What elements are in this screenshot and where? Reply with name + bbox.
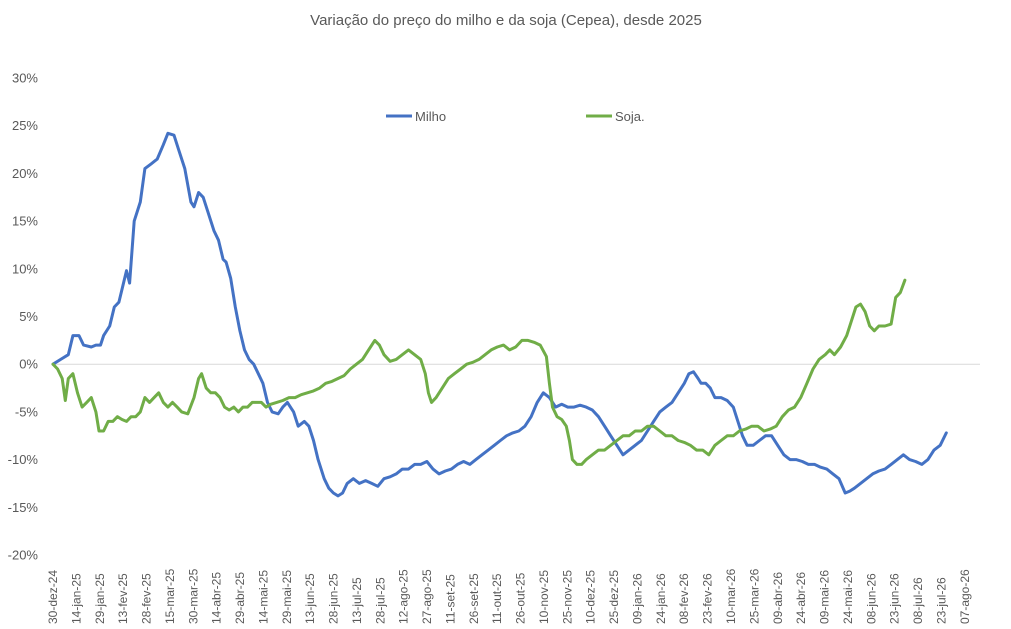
x-tick-label: 24-jan-26	[654, 573, 668, 624]
x-tick-label: 26-out-25	[514, 572, 528, 624]
series-line-soja	[51, 278, 907, 466]
legend-label-soja: Soja.	[615, 109, 645, 124]
x-tick-label: 10-nov-25	[537, 570, 551, 624]
y-tick-label: -5%	[15, 404, 39, 419]
y-tick-label: 25%	[12, 118, 38, 133]
y-axis: 30% 25% 20% 15% 10% 5% 0% -5% -10% -15% -20%	[8, 71, 39, 563]
x-tick-label: 12-ago-25	[397, 569, 411, 624]
x-tick-label: 11-set-25	[443, 574, 457, 624]
x-tick-label: 15-mar-25	[163, 568, 177, 624]
x-tick-label: 13-jun-25	[303, 573, 317, 624]
legend: Milho Soja.	[386, 109, 645, 124]
y-tick-label: 0%	[19, 357, 38, 372]
x-tick-label: 09-jan-26	[630, 573, 644, 624]
x-tick-label: 29-mai-25	[280, 570, 294, 624]
x-tick-label: 10-dez-25	[584, 570, 598, 624]
x-tick-label: 24-abr-26	[794, 572, 808, 624]
x-tick-label: 25-dez-25	[607, 570, 621, 624]
x-tick-label: 30-dez-24	[46, 570, 60, 624]
x-tick-label: 24-mai-26	[841, 570, 855, 624]
x-tick-label: 08-jun-26	[864, 573, 878, 624]
y-tick-label: 30%	[12, 71, 38, 86]
x-tick-label: 29-jan-25	[93, 573, 107, 624]
x-tick-label: 28-fev-25	[140, 573, 154, 624]
x-tick-label: 13-fev-25	[116, 573, 130, 624]
legend-label-milho: Milho	[415, 109, 446, 124]
series-line-milho	[51, 131, 948, 498]
x-tick-label: 26-set-25	[467, 573, 481, 624]
y-tick-label: 10%	[12, 261, 38, 276]
x-tick-label: 23-jul-26	[934, 577, 948, 624]
series-group	[51, 131, 948, 498]
x-tick-label: 30-mar-25	[186, 568, 200, 624]
x-tick-label: 27-ago-25	[420, 569, 434, 624]
x-axis: 30-dez-24 14-jan-25 29-jan-25 13-fev-25 28-f…	[46, 568, 972, 624]
chart-title: Variação do preço do milho e da soja (Ce…	[310, 12, 702, 29]
x-tick-label: 09-abr-26	[771, 572, 785, 624]
y-tick-label: -10%	[8, 452, 39, 467]
x-tick-label: 08-jul-26	[911, 577, 925, 624]
x-tick-label: 29-abr-25	[233, 572, 247, 624]
x-tick-label: 28-jun-25	[327, 573, 341, 624]
y-tick-label: -20%	[8, 548, 39, 563]
x-tick-label: 28-jul-25	[373, 577, 387, 624]
x-tick-label: 23-jun-26	[888, 573, 902, 624]
x-tick-label: 08-fev-26	[677, 573, 691, 624]
y-tick-label: -15%	[8, 500, 39, 515]
x-tick-label: 14-abr-25	[210, 572, 224, 624]
x-tick-label: 14-mai-25	[256, 570, 270, 624]
y-tick-label: 15%	[12, 214, 38, 229]
y-tick-label: 20%	[12, 166, 38, 181]
x-tick-label: 25-nov-25	[560, 570, 574, 624]
x-tick-label: 25-mar-26	[747, 568, 761, 624]
x-tick-label: 13-jul-25	[350, 577, 364, 624]
x-tick-label: 09-mai-26	[818, 570, 832, 624]
x-tick-label: 10-mar-26	[724, 568, 738, 624]
x-tick-label: 11-out-25	[490, 573, 504, 624]
x-tick-label: 14-jan-25	[69, 573, 83, 624]
x-tick-label: 07-ago-26	[958, 569, 972, 624]
y-tick-label: 5%	[19, 309, 38, 324]
x-tick-label: 23-fev-26	[701, 573, 715, 624]
